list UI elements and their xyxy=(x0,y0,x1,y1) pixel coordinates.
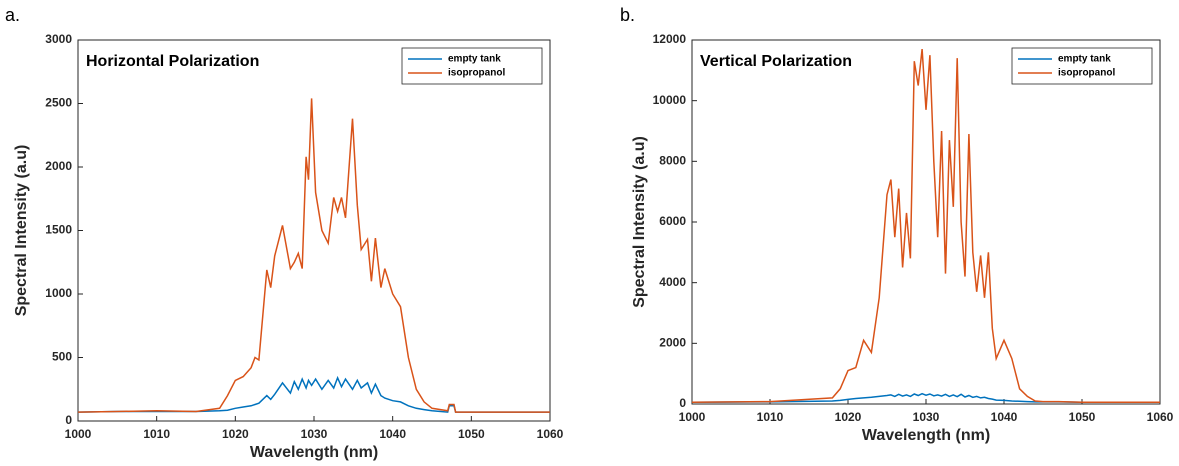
x-axis-label: Wavelength (nm) xyxy=(250,444,378,461)
legend-box xyxy=(401,47,543,85)
chart-title: Vertical Polarization xyxy=(700,53,852,70)
y-tick-label: 0 xyxy=(65,413,72,427)
legend-box xyxy=(1011,47,1153,85)
panel-label: a. xyxy=(5,5,20,25)
y-tick-label: 1500 xyxy=(45,223,72,237)
legend-label: empty tank xyxy=(448,54,501,65)
legend-label: empty tank xyxy=(1058,54,1111,65)
x-tick-label: 1010 xyxy=(757,410,784,424)
x-tick-label: 1050 xyxy=(458,427,485,441)
y-tick-label: 2500 xyxy=(45,96,72,110)
x-tick-label: 1010 xyxy=(143,427,170,441)
data-line xyxy=(77,375,550,413)
x-tick-label: 1030 xyxy=(301,427,328,441)
y-tick-label: 4000 xyxy=(659,275,686,289)
plot-area xyxy=(691,39,1161,405)
y-tick-label: 2000 xyxy=(45,159,72,173)
x-tick-label: 1020 xyxy=(222,427,249,441)
y-tick-label: 12000 xyxy=(653,32,687,46)
y-axis-label: Spectral Intensity (a.u) xyxy=(13,145,30,317)
data-line xyxy=(77,98,550,413)
y-tick-label: 2000 xyxy=(659,336,686,350)
x-tick-label: 1040 xyxy=(379,427,406,441)
x-tick-label: 1060 xyxy=(537,427,564,441)
data-line xyxy=(691,392,1160,403)
y-tick-label: 8000 xyxy=(659,154,686,168)
x-tick-label: 1000 xyxy=(65,427,92,441)
y-tick-label: 6000 xyxy=(659,214,686,228)
panel-label: b. xyxy=(620,5,635,25)
chart-title: Horizontal Polarization xyxy=(86,53,259,70)
x-tick-label: 1020 xyxy=(835,410,862,424)
x-tick-label: 1000 xyxy=(679,410,706,424)
plot-area xyxy=(77,39,551,422)
y-tick-label: 3000 xyxy=(45,32,72,46)
y-tick-label: 0 xyxy=(679,396,686,410)
x-axis-label: Wavelength (nm) xyxy=(862,427,990,444)
x-tick-label: 1040 xyxy=(991,410,1018,424)
y-tick-label: 500 xyxy=(52,350,72,364)
x-tick-label: 1060 xyxy=(1147,410,1174,424)
y-tick-label: 10000 xyxy=(653,93,687,107)
y-tick-label: 1000 xyxy=(45,286,72,300)
x-tick-label: 1030 xyxy=(913,410,940,424)
legend-label: isopropanol xyxy=(448,68,505,79)
legend-label: isopropanol xyxy=(1058,68,1115,79)
y-axis-label: Spectral Intensity (a.u) xyxy=(631,136,648,308)
x-tick-label: 1050 xyxy=(1069,410,1096,424)
data-line xyxy=(691,49,1160,403)
